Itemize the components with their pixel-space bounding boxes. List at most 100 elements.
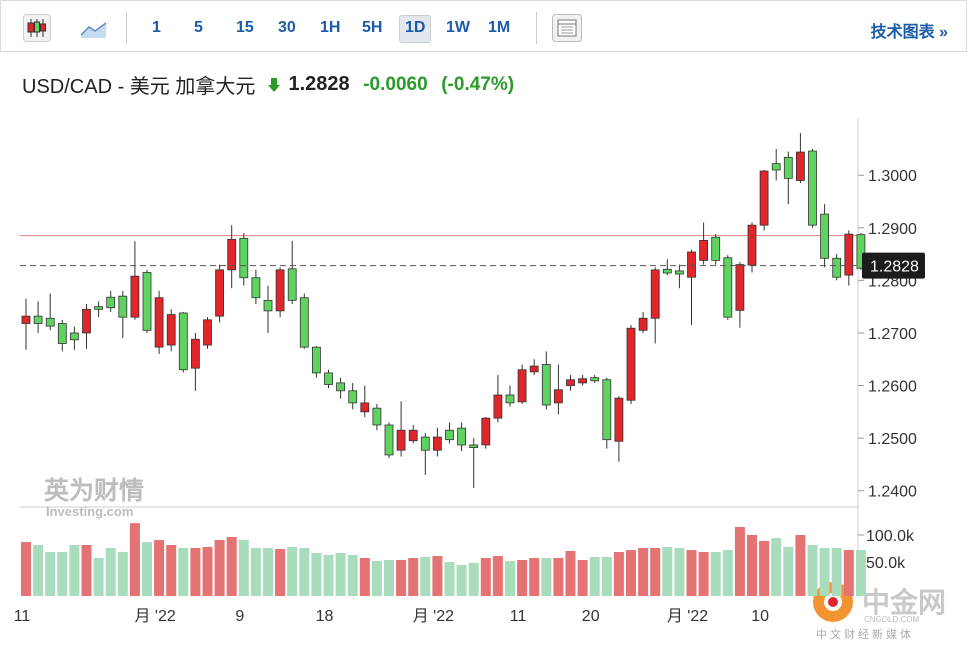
candle-body — [154, 297, 164, 348]
interval-button[interactable]: 1W — [446, 19, 470, 36]
interval-button[interactable]: 5 — [194, 19, 203, 36]
volume-bar — [480, 558, 491, 596]
volume-bar — [33, 544, 44, 596]
interval-button[interactable]: 1H — [320, 19, 341, 36]
volume-bar — [432, 556, 443, 596]
volume-bar — [93, 558, 104, 596]
volume-bar — [492, 556, 503, 596]
toolbar: 1 5 15 30 1H 5H 1D 1W 1M 技术图表 » — [0, 0, 967, 52]
candle-body — [566, 379, 575, 386]
candle-body — [493, 394, 503, 419]
candle-body — [578, 378, 587, 384]
volume-bar — [517, 560, 528, 596]
layout-icon[interactable] — [552, 14, 582, 42]
candle-body — [723, 257, 733, 318]
interval-button[interactable]: 15 — [236, 19, 254, 36]
candle-body — [142, 272, 152, 331]
x-tick-label: 9 — [235, 608, 244, 625]
area-icon[interactable] — [80, 18, 108, 40]
candle-body — [541, 364, 551, 406]
interval-button[interactable]: 5H — [362, 19, 383, 36]
volume-bar — [420, 556, 431, 596]
watermark-text: 中文财经新媒体 — [816, 627, 914, 641]
y-tick-label: 1.2400 — [868, 484, 917, 501]
watermark-text: 中金网 — [862, 586, 946, 618]
volume-bar — [843, 550, 854, 596]
candle-body — [687, 251, 696, 278]
volume-bar — [105, 548, 116, 596]
symbol: USD/CAD - 美元 加拿大元 — [22, 76, 256, 98]
volume-bar — [662, 546, 673, 596]
volume-bar — [468, 563, 479, 596]
interval-button[interactable]: 1D — [399, 15, 432, 43]
interval-button[interactable]: 1M — [488, 19, 511, 36]
volume-bar — [323, 554, 334, 596]
volume-tick-label: 100.0k — [866, 528, 915, 545]
down-arrow — [267, 77, 280, 92]
volume-bar — [638, 548, 649, 596]
candle-body — [384, 424, 394, 456]
interval-button[interactable]: 1 — [152, 19, 161, 36]
candle-body — [638, 317, 648, 331]
watermark-text: CNGOLD.COM — [864, 615, 919, 624]
candle-body — [408, 429, 418, 442]
interval-button[interactable]: 30 — [278, 19, 296, 36]
candle-body — [106, 296, 116, 309]
volume-bar — [807, 544, 818, 596]
candle-icon[interactable] — [23, 14, 51, 42]
y-tick-label: 1.2700 — [868, 326, 917, 343]
quote-header: USD/CAD - 美元 加拿大元 1.2828 -0.0060 (-0.47%… — [22, 70, 514, 99]
candle-body — [311, 346, 321, 374]
candle-body — [457, 427, 467, 446]
volume-bar — [69, 544, 80, 596]
candle-body — [820, 213, 829, 259]
watermark-text: Investing.com — [46, 504, 133, 519]
volume-bar — [577, 560, 588, 596]
candles — [21, 133, 866, 489]
y-tick-label: 1.3000 — [868, 168, 917, 185]
candle-body — [33, 315, 43, 324]
y-tick-label: 1.2900 — [868, 221, 917, 238]
candle-body — [445, 429, 454, 441]
volume-bar — [456, 565, 467, 596]
price-box-label: 1.2828 — [870, 259, 919, 276]
candle-body — [771, 163, 781, 171]
candle-body — [336, 382, 346, 392]
candle-body — [614, 397, 624, 442]
volume-bar — [45, 552, 56, 596]
candle-body — [130, 275, 140, 318]
technical-chart-link[interactable]: 技术图表 » — [870, 24, 948, 41]
candle-body — [82, 308, 91, 334]
candle-body — [251, 277, 261, 299]
x-tick-label: 月 '22 — [134, 608, 175, 625]
volume-bar — [783, 546, 794, 596]
candle-body — [57, 323, 67, 344]
volume-tick-label: 50.0k — [866, 555, 906, 572]
volume-bar — [408, 558, 419, 596]
volume-bar — [250, 548, 261, 596]
candle-body — [166, 314, 176, 346]
volume-bar — [747, 535, 757, 596]
volume-bar — [855, 550, 866, 596]
volume-bar — [299, 548, 310, 596]
candle-body — [759, 170, 769, 226]
volume-bar — [396, 560, 407, 596]
x-tick-label: 月 '22 — [413, 608, 454, 625]
volume-bar — [529, 558, 540, 596]
change: -0.0060 — [363, 73, 428, 95]
volume-bar — [263, 548, 273, 596]
y-tick-label: 1.2600 — [868, 379, 917, 396]
volume-bar — [275, 548, 286, 596]
candle-body — [21, 315, 31, 324]
volume-bar — [601, 556, 612, 596]
candle-body — [396, 429, 406, 451]
volume-bar — [613, 552, 624, 596]
candle-body — [505, 394, 515, 404]
separator — [126, 12, 127, 44]
candle-body — [699, 240, 708, 261]
volume-bar — [831, 548, 842, 596]
candle-body — [481, 417, 491, 446]
change-percent: (-0.47%) — [441, 73, 515, 95]
volume-bar — [626, 550, 636, 596]
